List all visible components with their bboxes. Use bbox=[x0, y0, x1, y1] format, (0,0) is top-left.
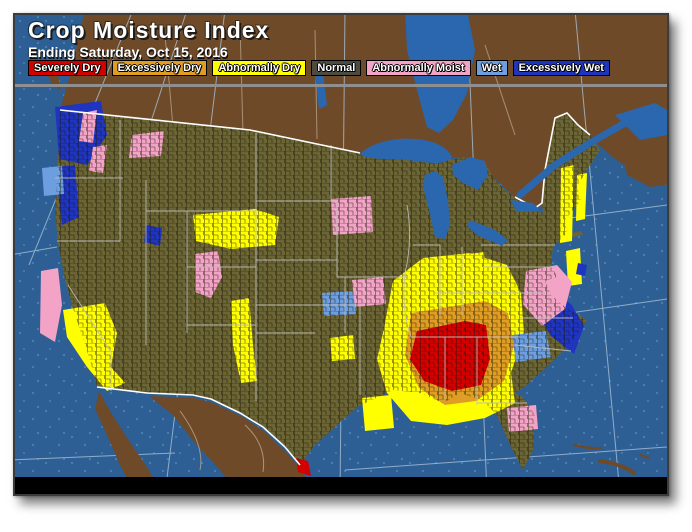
lake-erie bbox=[467, 220, 508, 246]
legend: Severely Dry Excessively Dry Abnormally … bbox=[28, 60, 610, 76]
legend-chip-severely-dry: Severely Dry bbox=[28, 60, 107, 76]
mexico-state-borders bbox=[179, 410, 265, 473]
legend-chip-wet: Wet bbox=[475, 60, 508, 76]
us-mexico-border bbox=[96, 386, 301, 466]
separator-line bbox=[15, 84, 667, 87]
st-lawrence-river bbox=[516, 106, 659, 199]
lake-michigan bbox=[423, 171, 450, 239]
lake-superior bbox=[360, 138, 452, 164]
us-weather-map bbox=[15, 15, 667, 494]
legend-chip-excessively-wet: Excessively Wet bbox=[512, 60, 610, 76]
map-panel: Crop Moisture Index Ending Saturday, Oct… bbox=[13, 13, 669, 496]
lake-huron bbox=[452, 157, 488, 190]
legend-chip-abnormally-dry: Abnormally Dry bbox=[212, 60, 307, 76]
lake-ontario bbox=[510, 200, 541, 212]
state-borders bbox=[55, 120, 573, 405]
caribbean-islands bbox=[573, 443, 650, 475]
lake-winnipeg bbox=[315, 73, 327, 109]
mexico-landmass bbox=[150, 396, 310, 494]
legend-chip-excessively-dry: Excessively Dry bbox=[111, 60, 208, 76]
legend-chip-abnormally-moist: Abnormally Moist bbox=[366, 60, 471, 76]
us-canada-border bbox=[59, 109, 361, 154]
baja-peninsula bbox=[95, 391, 155, 494]
bottom-black-bar bbox=[15, 477, 667, 494]
legend-chip-normal: Normal bbox=[311, 60, 362, 76]
nova-scotia bbox=[625, 165, 665, 187]
county-borders-texture bbox=[55, 110, 600, 470]
